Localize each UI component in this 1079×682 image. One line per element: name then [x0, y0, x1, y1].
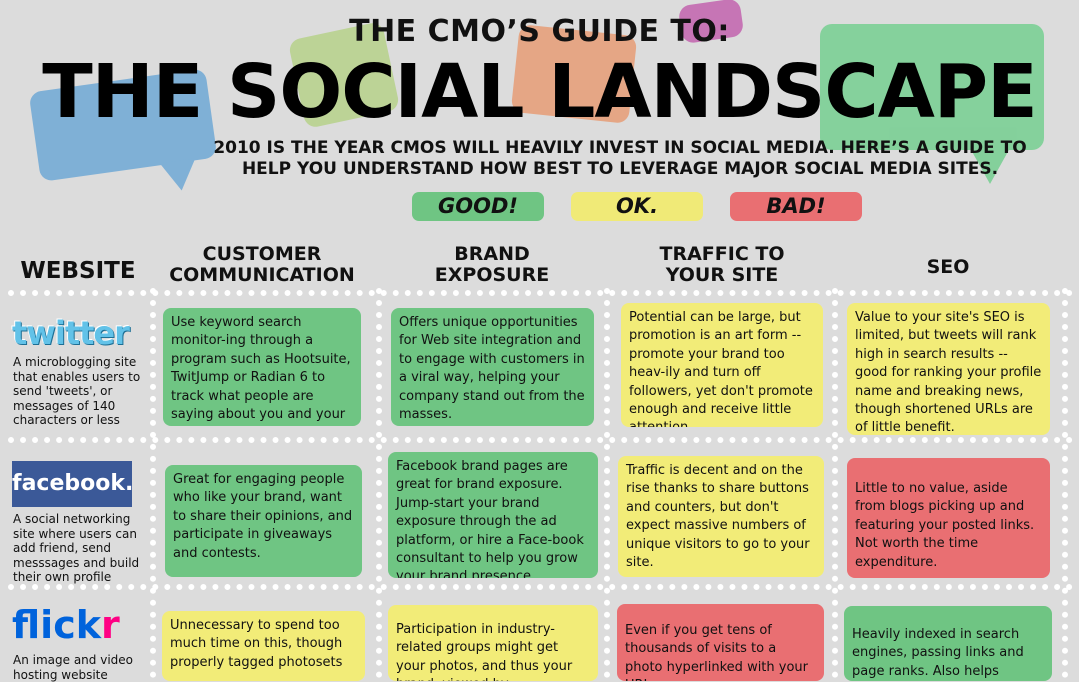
speech-bubble-green — [820, 24, 1044, 184]
legend-good: GOOD! — [412, 192, 544, 221]
grid-divider — [832, 288, 838, 678]
col-header-line: EXPOSURE — [434, 264, 550, 286]
facebook-customer-communication-cell: Great for engaging people who like your … — [165, 465, 362, 577]
page-title: THE SOCIAL LANDSCAPE — [42, 49, 1037, 135]
flickr-brand-exposure-cell: Participation in industry-related groups… — [388, 605, 598, 681]
col-header-line: CUSTOMER — [202, 243, 322, 265]
col-header-line: COMMUNICATION — [169, 264, 355, 286]
flickr-logo-part: r — [101, 603, 120, 647]
twitter-seo-cell: Value to your site's SEO is limited, but… — [847, 303, 1050, 435]
flickr-customer-communication-cell: Unnecessary to spend too much time on th… — [162, 611, 365, 681]
legend-ok: OK. — [571, 192, 703, 221]
grid-divider — [376, 288, 382, 678]
col-header-brand-exposure: BRAND EXPOSURE — [392, 244, 592, 286]
page-kicker: THE CMO’S GUIDE TO: — [349, 14, 730, 49]
col-header-line: YOUR SITE — [665, 264, 779, 286]
col-header-line: BRAND — [454, 243, 530, 265]
facebook-brand-exposure-cell: Facebook brand pages are great for brand… — [388, 452, 598, 578]
flickr-description: An image and video hosting website — [13, 653, 133, 682]
facebook-description: A social networking site where users can… — [13, 512, 140, 584]
grid-divider — [8, 290, 1073, 296]
grid-divider — [150, 288, 156, 678]
intro-line-2: HELP YOU UNDERSTAND HOW BEST TO LEVERAGE… — [241, 159, 999, 179]
flickr-logo: flickr — [12, 604, 120, 646]
facebook-logo: facebook. — [12, 461, 133, 507]
col-header-customer-communication: CUSTOMER COMMUNICATION — [162, 244, 362, 286]
grid-divider — [1062, 288, 1068, 678]
col-header-seo: SEO — [926, 256, 970, 278]
twitter-brand-exposure-cell: Offers unique opportunities for Web site… — [391, 308, 594, 426]
grid-divider — [8, 584, 1073, 590]
grid-divider — [604, 288, 610, 678]
flickr-traffic-cell: Even if you get tens of thousands of vis… — [617, 604, 824, 681]
flickr-logo-part: flick — [12, 603, 101, 647]
intro-text: 2010 IS THE YEAR CMOS WILL HEAVILY INVES… — [200, 138, 1040, 180]
grid-divider — [8, 437, 1073, 443]
legend-bad: BAD! — [730, 192, 862, 221]
col-header-traffic: TRAFFIC TO YOUR SITE — [622, 244, 822, 286]
intro-line-1: 2010 IS THE YEAR CMOS WILL HEAVILY INVES… — [213, 138, 1027, 158]
twitter-description: A microblogging site that enables users … — [13, 355, 141, 427]
flickr-seo-cell: Heavily indexed in search engines, passi… — [844, 606, 1052, 681]
twitter-traffic-cell: Potential can be large, but promotion is… — [621, 303, 823, 427]
twitter-customer-communication-cell: Use keyword search monitor-ing through a… — [163, 308, 361, 426]
facebook-seo-cell: Little to no value, aside from blogs pic… — [847, 458, 1050, 578]
facebook-traffic-cell: Traffic is decent and on the rise thanks… — [618, 456, 824, 577]
col-header-website: WEBSITE — [20, 258, 136, 284]
twitter-logo: twitter — [12, 314, 130, 352]
col-header-line: TRAFFIC TO — [659, 243, 785, 265]
